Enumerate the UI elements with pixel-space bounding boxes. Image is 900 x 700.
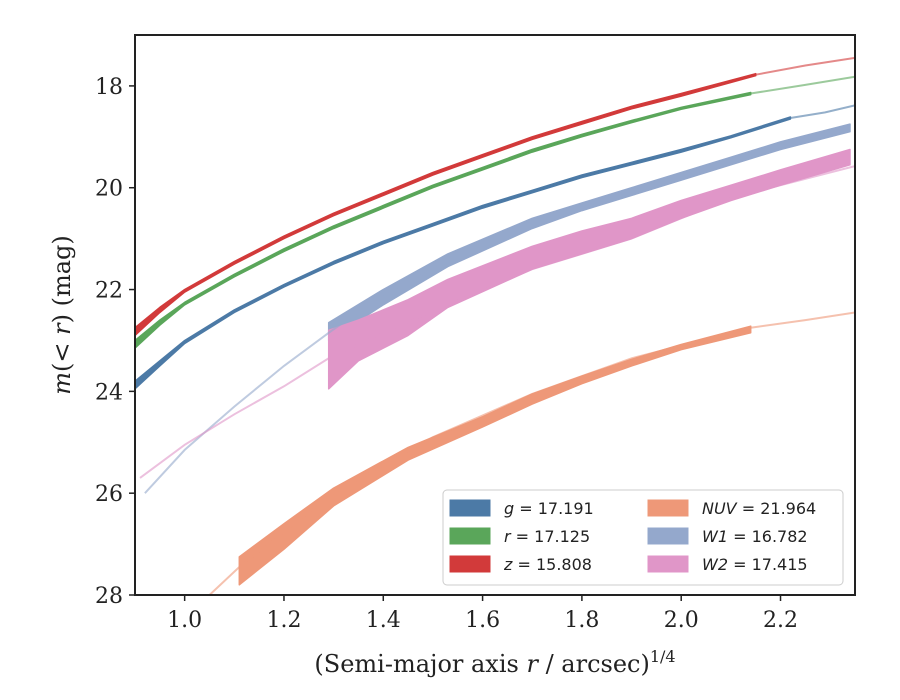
data-band-g bbox=[135, 116, 792, 390]
legend-label-w2: W2 = 17.415 bbox=[702, 555, 808, 574]
model-curve-nuv bbox=[208, 311, 855, 595]
data-band-z bbox=[135, 72, 757, 337]
ticks-layer: 1.0 1.2 1.4 1.6 1.8 2.0 2.2 18 20 22 24 26 28 bbox=[95, 75, 798, 633]
legend-swatch-g bbox=[449, 499, 491, 517]
y-tick-label: 26 bbox=[95, 482, 123, 507]
data-band-w2 bbox=[327, 148, 851, 390]
legend-swatch-z bbox=[449, 555, 491, 573]
y-tick-label: 22 bbox=[95, 279, 123, 304]
data-band-w1 bbox=[327, 123, 851, 342]
legend: g = 17.191 r = 17.125 z = 15.808 NUV = 21.9… bbox=[442, 489, 844, 586]
legend-swatch-nuv bbox=[647, 499, 689, 517]
legend-label-r: r = 17.125 bbox=[504, 527, 590, 546]
x-tick-label: 1.2 bbox=[266, 608, 301, 633]
legend-box bbox=[442, 489, 844, 586]
model-curve-z bbox=[755, 56, 855, 76]
model-curve-r bbox=[750, 75, 855, 95]
data-band-r bbox=[135, 91, 752, 349]
x-tick-label: 1.6 bbox=[465, 608, 500, 633]
y-axis-label: m(< r) (mag) bbox=[48, 235, 76, 395]
legend-swatch-r bbox=[449, 527, 491, 545]
x-tick-label: 2.0 bbox=[664, 608, 699, 633]
plot-frame bbox=[134, 34, 856, 596]
x-tick-label: 1.8 bbox=[564, 608, 599, 633]
legend-label-g: g = 17.191 bbox=[504, 499, 594, 518]
x-tick-label: 2.2 bbox=[763, 608, 798, 633]
y-tick-label: 20 bbox=[95, 177, 123, 202]
legend-swatch-w1 bbox=[647, 527, 689, 545]
models-layer bbox=[139, 56, 855, 595]
y-tick-label: 28 bbox=[95, 584, 123, 609]
legend-label-z: z = 15.808 bbox=[503, 555, 592, 574]
legend-swatch-w2 bbox=[647, 555, 689, 573]
legend-label-nuv: NUV = 21.964 bbox=[702, 499, 816, 518]
model-curve-w2 bbox=[139, 165, 855, 479]
x-axis-label: (Semi-major axis r / arcsec)1/4 bbox=[314, 647, 675, 678]
legend-label-w1: W1 = 16.782 bbox=[702, 527, 808, 546]
x-tick-label: 1.4 bbox=[366, 608, 401, 633]
y-tick-label: 18 bbox=[95, 75, 123, 100]
model-curve-g bbox=[790, 104, 855, 119]
y-tick-label: 24 bbox=[95, 380, 123, 405]
model-curve-w1 bbox=[144, 260, 449, 494]
x-tick-label: 1.0 bbox=[167, 608, 202, 633]
